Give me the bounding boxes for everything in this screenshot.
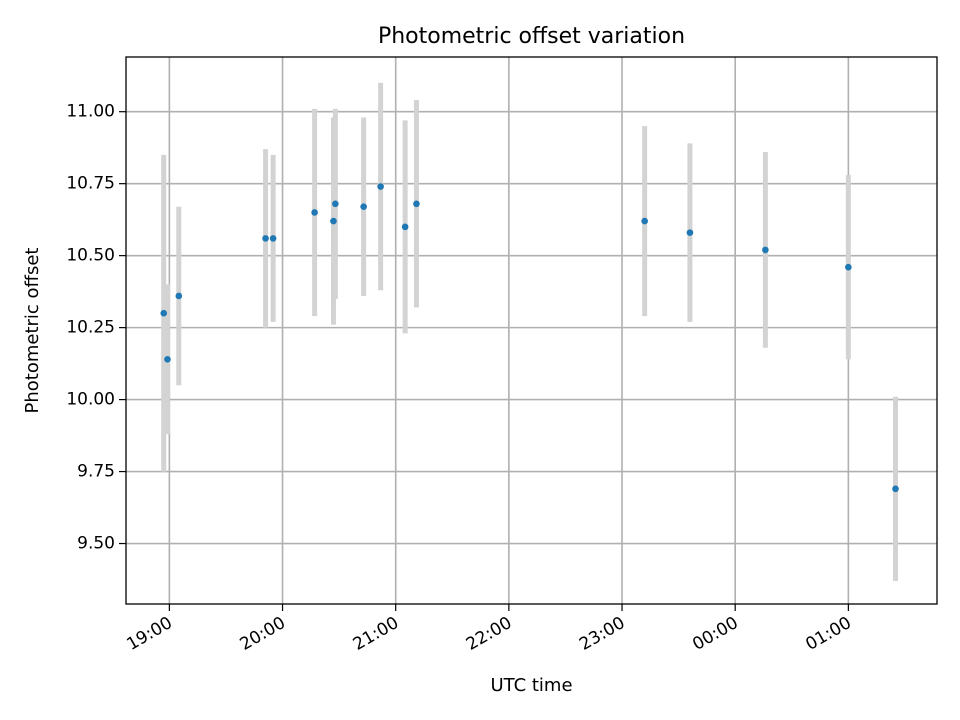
y-tick-label: 10.25 [66, 318, 115, 338]
x-tick-label: 21:00 [350, 613, 402, 655]
data-point [262, 235, 269, 242]
data-point [269, 235, 277, 242]
y-axis-label: Photometric offset [22, 248, 43, 414]
data-point [401, 223, 409, 231]
data-point [686, 229, 694, 236]
data-point [892, 485, 899, 493]
chart-title: Photometric offset variation [378, 24, 685, 49]
data-point [377, 183, 384, 190]
data-points [160, 183, 899, 493]
data-point [360, 203, 367, 211]
y-tick-label: 10.00 [66, 390, 115, 410]
axis-ticks: 19:00 20:00 21:00 22:00 23:00 00:00 01:00 9.50 9… [66, 102, 855, 655]
y-tick-label: 11.00 [66, 102, 115, 122]
data-point [641, 217, 648, 225]
y-tick-label: 10.75 [66, 174, 115, 194]
x-tick-label: 20:00 [237, 613, 289, 655]
x-axis-label: UTC time [490, 675, 572, 696]
data-point [332, 200, 339, 208]
data-point [845, 263, 852, 271]
data-point [413, 200, 420, 208]
data-point [175, 292, 183, 300]
grid [126, 57, 937, 604]
data-point [311, 209, 318, 216]
x-tick-label: 23:00 [576, 613, 628, 655]
x-tick-label: 00:00 [689, 613, 741, 655]
y-tick-label: 10.50 [66, 246, 115, 266]
x-tick-label: 22:00 [463, 613, 515, 655]
data-point [762, 246, 769, 254]
y-tick-label: 9.50 [77, 534, 115, 554]
x-tick-label: 19:00 [123, 613, 175, 655]
error-bars [161, 82, 899, 581]
plot-frame [125, 56, 938, 605]
y-tick-label: 9.75 [77, 462, 115, 482]
data-point [160, 309, 168, 317]
data-point [330, 217, 337, 225]
data-point [164, 355, 171, 363]
x-tick-label: 01:00 [802, 613, 854, 655]
